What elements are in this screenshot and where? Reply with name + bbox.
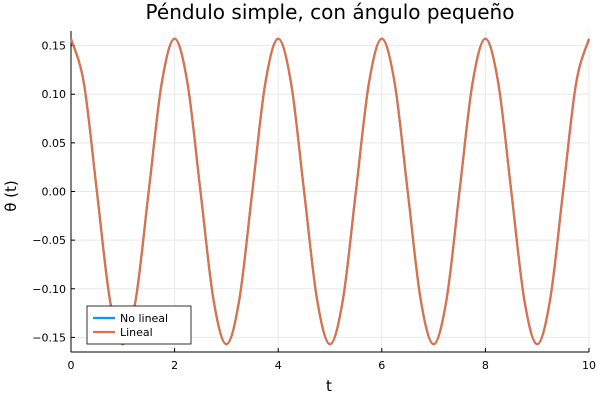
y-axis-label: θ (t) [2, 180, 20, 212]
legend-label-no-lineal: No lineal [120, 312, 168, 325]
chart-title: Péndulo simple, con ángulo pequeño [146, 0, 515, 24]
legend-box [86, 305, 192, 345]
y-tick-label: −0.05 [32, 234, 66, 247]
grid [70, 31, 590, 352]
x-tick-label: 2 [171, 359, 178, 372]
series-line-lineal [69, 37, 591, 346]
y-tick-label: 0.00 [42, 186, 67, 199]
tick-labels: 0 2 4 6 8 10 0.15 0.10 0.05 0.00 −0.05 −0.10 −0.15 [32, 40, 596, 372]
x-tick-label: 10 [582, 359, 596, 372]
axes [70, 31, 590, 353]
series-group [69, 37, 591, 346]
x-tick-label: 8 [482, 359, 489, 372]
x-axis-label: t [326, 377, 332, 395]
legend-label-lineal: Lineal [120, 326, 153, 339]
y-tick-label: 0.10 [42, 88, 67, 101]
y-tick-label: 0.05 [42, 137, 67, 150]
y-tick-label: −0.15 [32, 331, 66, 344]
x-tick-label: 4 [275, 359, 282, 372]
y-tick-label: −0.10 [32, 283, 66, 296]
x-tick-label: 0 [68, 359, 75, 372]
x-tick-label: 6 [378, 359, 385, 372]
y-tick-label: 0.15 [42, 40, 67, 53]
